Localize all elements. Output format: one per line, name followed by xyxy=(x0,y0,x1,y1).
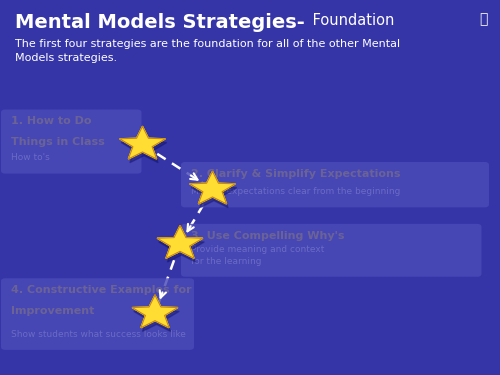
Polygon shape xyxy=(120,126,166,159)
Polygon shape xyxy=(190,171,236,204)
Text: ⫝̸: ⫝̸ xyxy=(479,12,488,26)
Text: Things in Class: Things in Class xyxy=(11,137,105,147)
Text: Provide meaning and context
for the learning: Provide meaning and context for the lear… xyxy=(191,245,324,266)
Text: 2. Clarify & Simplify Expectations: 2. Clarify & Simplify Expectations xyxy=(191,169,400,179)
Polygon shape xyxy=(134,299,180,332)
Text: 1. How to Do: 1. How to Do xyxy=(11,116,92,126)
Text: Foundation: Foundation xyxy=(308,13,394,28)
Text: Mental Models Strategies-: Mental Models Strategies- xyxy=(15,13,305,32)
Text: 3. Use Compelling Why's: 3. Use Compelling Why's xyxy=(191,231,344,241)
FancyBboxPatch shape xyxy=(181,162,489,207)
Polygon shape xyxy=(120,126,166,159)
Polygon shape xyxy=(157,226,203,258)
Polygon shape xyxy=(191,175,237,208)
Polygon shape xyxy=(132,295,178,328)
FancyBboxPatch shape xyxy=(1,278,194,350)
Polygon shape xyxy=(132,295,178,328)
Text: Making expectations clear from the beginning: Making expectations clear from the begin… xyxy=(191,187,400,196)
Polygon shape xyxy=(190,171,236,204)
Polygon shape xyxy=(121,130,167,163)
Polygon shape xyxy=(132,295,178,328)
Polygon shape xyxy=(158,230,204,262)
Polygon shape xyxy=(157,226,203,258)
Text: Show students what success looks like: Show students what success looks like xyxy=(11,330,186,339)
Polygon shape xyxy=(157,226,203,258)
Text: 4. Constructive Examples for: 4. Constructive Examples for xyxy=(11,285,192,295)
FancyBboxPatch shape xyxy=(181,224,482,277)
FancyBboxPatch shape xyxy=(1,110,142,174)
Polygon shape xyxy=(120,126,166,159)
Text: How to's: How to's xyxy=(11,153,50,162)
Text: The first four strategies are the foundation for all of the other Mental
Models : The first four strategies are the founda… xyxy=(15,39,400,63)
Polygon shape xyxy=(190,171,236,204)
Text: Improvement: Improvement xyxy=(11,306,94,316)
